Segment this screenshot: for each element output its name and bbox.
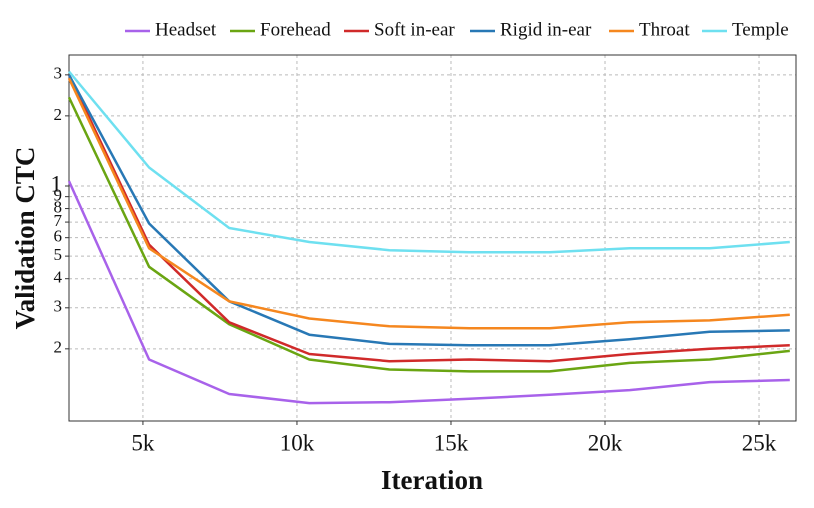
legend-label: Throat (639, 19, 690, 40)
y-tick-label: 2 (54, 338, 63, 357)
y-tick-label: 6 (54, 227, 63, 246)
series-line (67, 180, 790, 405)
y-tick-label: 9 (54, 186, 63, 205)
y-tick-label: 7 (54, 211, 63, 230)
y-tick-label: 4 (54, 268, 63, 287)
series-line (67, 74, 790, 347)
y-tick-label: 1 (51, 171, 63, 196)
x-tick-label: 5k (131, 430, 155, 455)
legend-label: Rigid in-ear (500, 19, 592, 40)
series-line (67, 74, 790, 363)
legend-label: Soft in-ear (374, 19, 455, 40)
y-tick-label: 3 (54, 64, 63, 83)
x-axis-label: Iteration (381, 465, 483, 495)
plot-frame (68, 54, 797, 422)
y-tick-label: 5 (54, 245, 63, 264)
y-tick-label: 3 (54, 297, 63, 316)
series-line (67, 96, 790, 373)
series-line (68, 70, 790, 254)
legend-label: Headset (155, 19, 217, 40)
y-tick-label: 2 (54, 105, 63, 124)
y-tick-label: 8 (54, 197, 63, 216)
x-tick-label: 15k (434, 430, 469, 455)
series-line (67, 77, 790, 330)
y-axis-label: Validation CTC (10, 147, 40, 330)
x-tick-label: 20k (588, 430, 623, 455)
legend-label: Forehead (260, 19, 331, 40)
x-tick-label: 25k (742, 430, 777, 455)
legend-label: Temple (732, 19, 789, 40)
x-tick-label: 10k (280, 430, 315, 455)
